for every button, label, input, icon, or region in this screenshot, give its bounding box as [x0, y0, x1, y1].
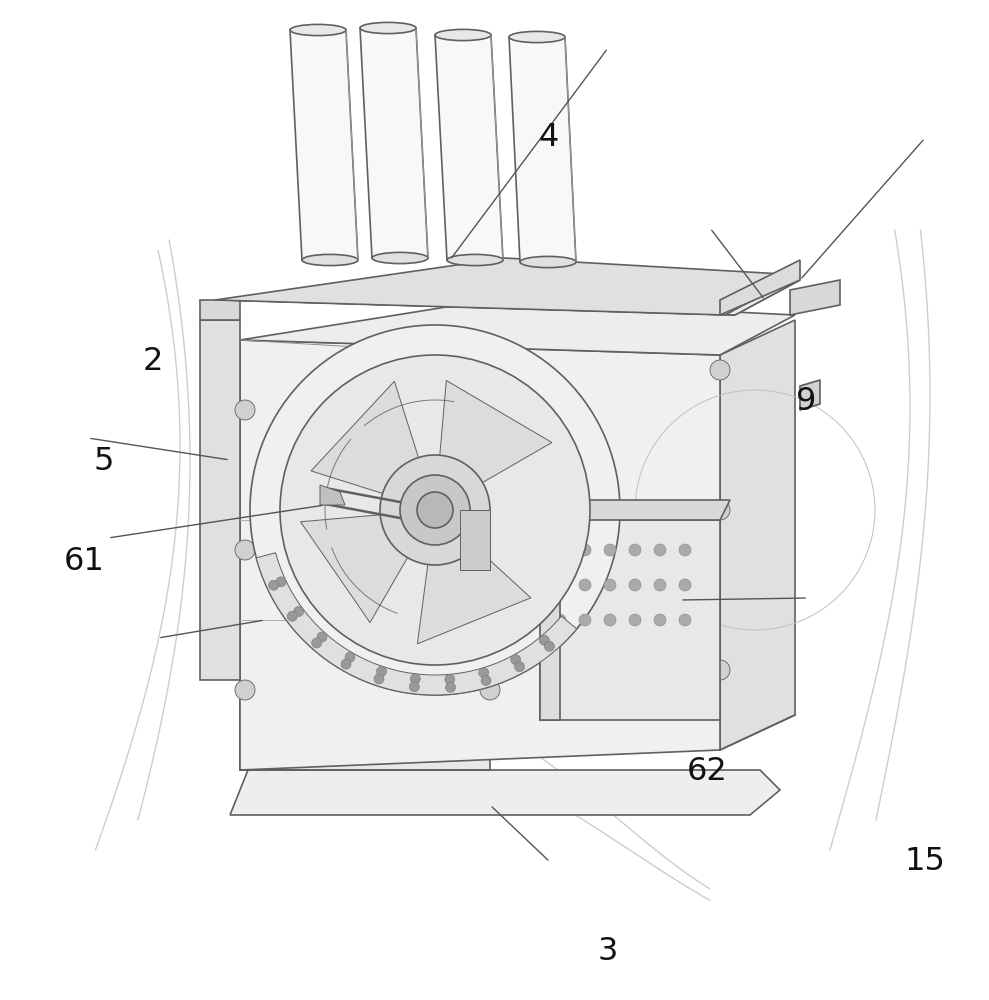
- Circle shape: [276, 577, 286, 587]
- Circle shape: [554, 614, 566, 626]
- Circle shape: [312, 638, 321, 648]
- Text: 9: 9: [796, 386, 816, 418]
- Polygon shape: [800, 380, 820, 410]
- Circle shape: [374, 674, 384, 684]
- Polygon shape: [417, 540, 531, 644]
- Polygon shape: [460, 510, 490, 570]
- Polygon shape: [240, 340, 720, 770]
- Polygon shape: [360, 28, 428, 258]
- Circle shape: [579, 614, 591, 626]
- Circle shape: [510, 655, 520, 665]
- Ellipse shape: [520, 256, 576, 268]
- Circle shape: [604, 614, 616, 626]
- Circle shape: [629, 614, 641, 626]
- Circle shape: [269, 580, 279, 590]
- Circle shape: [679, 614, 691, 626]
- Text: 62: 62: [686, 756, 728, 788]
- Polygon shape: [215, 258, 800, 315]
- Ellipse shape: [509, 31, 565, 43]
- Circle shape: [654, 614, 666, 626]
- Text: 2: 2: [143, 347, 163, 377]
- Polygon shape: [720, 320, 795, 750]
- Polygon shape: [439, 380, 552, 485]
- Polygon shape: [540, 520, 560, 720]
- Circle shape: [654, 544, 666, 556]
- Circle shape: [604, 544, 616, 556]
- Polygon shape: [240, 340, 490, 770]
- Circle shape: [287, 611, 298, 621]
- Circle shape: [544, 641, 555, 651]
- Ellipse shape: [302, 254, 358, 266]
- Polygon shape: [720, 260, 800, 315]
- Circle shape: [235, 540, 255, 560]
- Circle shape: [514, 662, 524, 672]
- Circle shape: [380, 455, 490, 565]
- Circle shape: [250, 325, 620, 695]
- Polygon shape: [509, 37, 576, 262]
- Circle shape: [629, 544, 641, 556]
- Text: 61: 61: [63, 546, 105, 578]
- Circle shape: [480, 400, 500, 420]
- Ellipse shape: [447, 254, 503, 266]
- Ellipse shape: [360, 22, 416, 34]
- Circle shape: [481, 676, 492, 686]
- Ellipse shape: [290, 24, 346, 36]
- Circle shape: [235, 400, 255, 420]
- Circle shape: [417, 492, 453, 528]
- Ellipse shape: [435, 29, 491, 41]
- Polygon shape: [225, 260, 800, 315]
- Polygon shape: [200, 300, 240, 320]
- Circle shape: [539, 635, 549, 645]
- Circle shape: [710, 360, 730, 380]
- Circle shape: [317, 632, 327, 642]
- Text: 3: 3: [598, 936, 618, 968]
- Circle shape: [377, 666, 387, 676]
- Circle shape: [579, 544, 591, 556]
- Polygon shape: [435, 35, 503, 260]
- Polygon shape: [225, 260, 800, 315]
- Circle shape: [679, 579, 691, 591]
- Circle shape: [480, 680, 500, 700]
- Circle shape: [579, 579, 591, 591]
- Circle shape: [280, 355, 590, 665]
- Circle shape: [710, 660, 730, 680]
- Polygon shape: [540, 500, 730, 520]
- Circle shape: [294, 607, 304, 617]
- Circle shape: [554, 544, 566, 556]
- Text: 15: 15: [904, 846, 945, 878]
- Circle shape: [710, 500, 730, 520]
- Polygon shape: [200, 320, 240, 680]
- Circle shape: [554, 579, 566, 591]
- Circle shape: [445, 682, 456, 692]
- Polygon shape: [301, 514, 412, 623]
- Circle shape: [235, 680, 255, 700]
- Circle shape: [604, 579, 616, 591]
- Ellipse shape: [372, 252, 428, 264]
- Polygon shape: [320, 485, 345, 505]
- Text: 4: 4: [539, 122, 559, 153]
- Circle shape: [410, 674, 420, 684]
- Polygon shape: [230, 770, 780, 815]
- Polygon shape: [240, 300, 795, 355]
- Polygon shape: [311, 381, 420, 496]
- Circle shape: [409, 682, 419, 692]
- Circle shape: [341, 659, 351, 669]
- Circle shape: [400, 475, 470, 545]
- Circle shape: [445, 674, 455, 684]
- Circle shape: [345, 652, 355, 662]
- Text: 5: 5: [94, 446, 114, 478]
- Polygon shape: [790, 280, 840, 315]
- Polygon shape: [256, 553, 577, 695]
- Polygon shape: [540, 520, 720, 720]
- Circle shape: [479, 668, 489, 678]
- Circle shape: [654, 579, 666, 591]
- Polygon shape: [290, 30, 358, 260]
- Circle shape: [679, 544, 691, 556]
- Circle shape: [629, 579, 641, 591]
